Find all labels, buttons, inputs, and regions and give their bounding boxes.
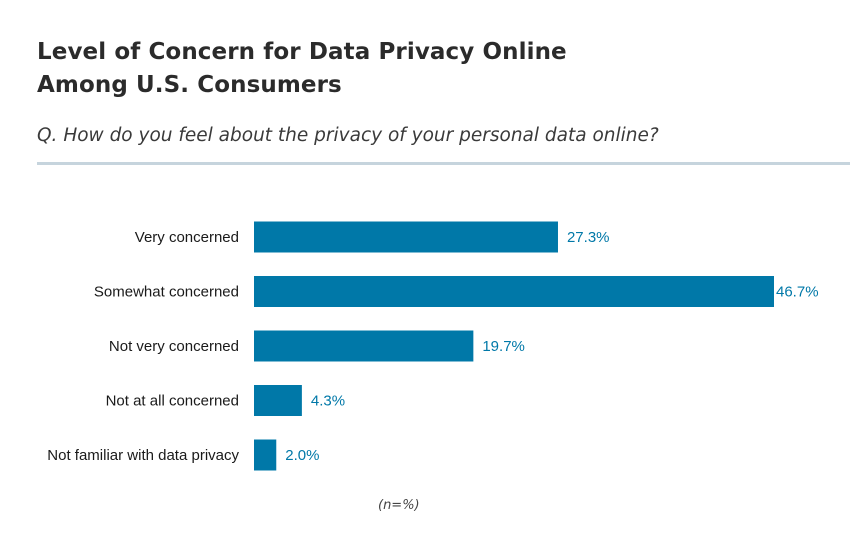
header-divider [37,162,850,165]
sample-footnote: (n=%) [378,498,420,513]
value-label: 27.3% [567,229,610,246]
chart-title: Level of Concern for Data Privacy Online… [37,36,797,102]
category-label: Very concerned [135,229,239,246]
bar-group: Not very concerned 19.7% [109,330,525,362]
category-label: Not very concerned [109,338,239,355]
value-label: 2.0% [285,447,319,464]
bar-group: Not familiar with data privacy 2.0% [47,439,319,471]
bar [254,385,302,416]
bar [254,330,474,362]
bar-group: Very concerned 27.3% [135,221,610,253]
chart-title-line-1: Level of Concern for Data Privacy Online [37,39,567,65]
category-label: Not familiar with data privacy [47,447,239,464]
bar [254,276,774,307]
survey-question: Q. How do you feel about the privacy of … [37,125,659,146]
value-label: 4.3% [311,393,345,410]
chart-title-line-2: Among U.S. Consumers [37,72,342,98]
value-label: 19.7% [482,338,525,355]
bar [254,439,277,471]
category-label: Somewhat concerned [94,284,239,301]
bar-group: Not at all concerned 4.3% [106,385,345,416]
value-label: 46.7% [776,284,819,301]
bar [254,221,558,253]
bar-group: Somewhat concerned 46.7% [94,276,819,307]
category-label: Not at all concerned [106,393,239,410]
